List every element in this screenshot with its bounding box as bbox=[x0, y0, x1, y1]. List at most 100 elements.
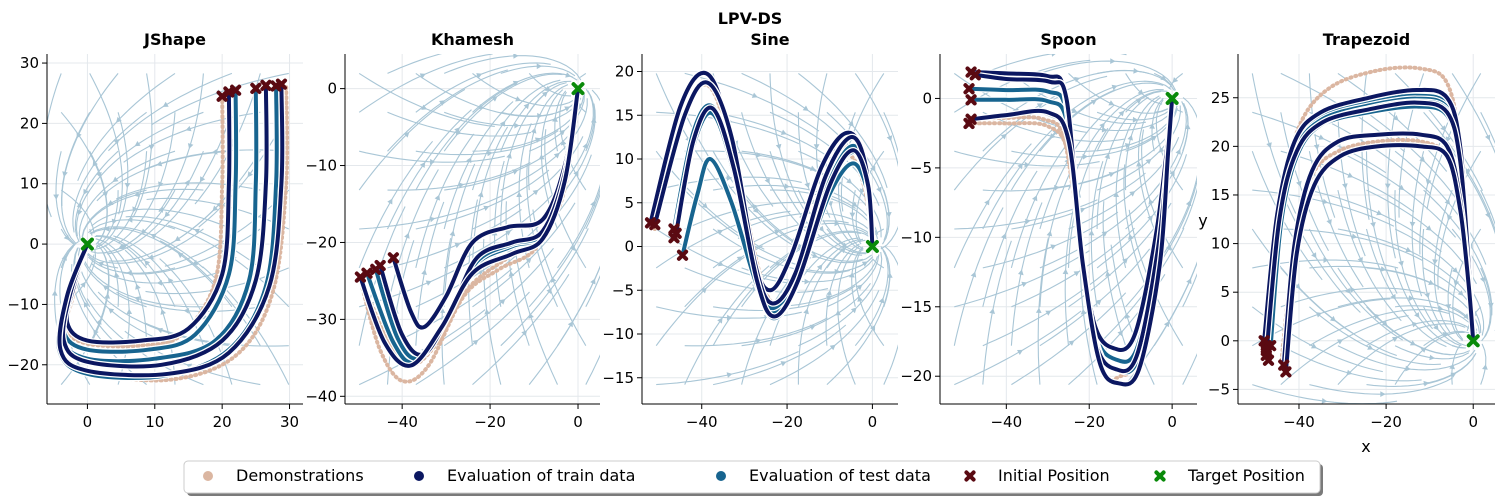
initial-position-marker bbox=[230, 84, 242, 96]
y-tick-label: 15 bbox=[615, 106, 634, 124]
y-tick-label: −10 bbox=[900, 228, 932, 246]
initial-position-marker bbox=[1262, 354, 1275, 366]
y-tick-label: 15 bbox=[1211, 186, 1230, 204]
y-tick-label: 10 bbox=[20, 175, 39, 193]
legend-label: Initial Position bbox=[998, 466, 1110, 485]
test-trajectory bbox=[680, 157, 875, 311]
x-tick-label: −20 bbox=[1073, 413, 1105, 431]
x-tick-label: 0 bbox=[1468, 413, 1478, 431]
trajectories bbox=[647, 69, 876, 322]
target-position-marker bbox=[80, 237, 94, 251]
y-tick-label: −5 bbox=[910, 159, 932, 177]
panel-title: Khamesh bbox=[431, 30, 514, 49]
legend-label: Evaluation of test data bbox=[749, 466, 931, 485]
y-tick-label: −10 bbox=[305, 157, 337, 175]
figure-suptitle: LPV-DS bbox=[718, 9, 783, 28]
panel-title: JShape bbox=[143, 30, 206, 49]
train-trajectory bbox=[652, 80, 875, 306]
initial-position-marker bbox=[361, 267, 373, 279]
y-tick-label: −5 bbox=[612, 281, 634, 299]
y-tick-label: −10 bbox=[7, 295, 39, 313]
y-tick-label: 0 bbox=[327, 80, 337, 98]
legend-entry: Target Position bbox=[1154, 466, 1305, 485]
x-tick-label: 0 bbox=[1167, 413, 1177, 431]
x-tick-label: −20 bbox=[474, 413, 506, 431]
trajectories bbox=[965, 68, 1176, 388]
x-axis-label: x bbox=[1361, 437, 1370, 456]
y-tick-label: 0 bbox=[624, 238, 634, 256]
y-tick-label: 20 bbox=[20, 114, 39, 132]
panel-title: Sine bbox=[750, 30, 789, 49]
legend-marker bbox=[716, 471, 726, 481]
initial-position-marker bbox=[387, 252, 399, 264]
legend-entry: Demonstrations bbox=[203, 466, 364, 485]
train-trajectory bbox=[1283, 143, 1476, 374]
y-tick-label: 10 bbox=[1211, 235, 1230, 253]
initial-position-marker bbox=[250, 82, 262, 94]
initial-position-marker bbox=[969, 69, 981, 81]
y-tick-label: −5 bbox=[1208, 380, 1230, 398]
initial-position-marker bbox=[963, 117, 975, 130]
x-tick-label: −40 bbox=[686, 413, 718, 431]
trajectories bbox=[55, 80, 290, 383]
y-tick-label: −20 bbox=[305, 233, 337, 251]
panel-title: Trapezoid bbox=[1323, 30, 1410, 49]
target-position-marker bbox=[1466, 334, 1480, 348]
y-tick-label: −30 bbox=[305, 310, 337, 328]
target-position-marker bbox=[1165, 91, 1179, 105]
x-tick-label: −40 bbox=[1283, 413, 1315, 431]
initial-position-marker bbox=[1265, 340, 1277, 352]
y-tick-label: 10 bbox=[615, 150, 634, 168]
train-trajectory bbox=[969, 96, 1175, 387]
legend-entry: Evaluation of test data bbox=[716, 466, 931, 485]
initial-position-marker bbox=[676, 249, 689, 261]
y-tick-label: 0 bbox=[29, 235, 39, 253]
y-tick-label: −15 bbox=[602, 369, 634, 387]
x-tick-label: 0 bbox=[868, 413, 878, 431]
panel-title: Spoon bbox=[1040, 30, 1096, 49]
x-tick-label: −40 bbox=[386, 413, 418, 431]
panel-trapezoid: −40 −20 0 −5 0 5 10 15 20 25 Trapezoid bbox=[1208, 30, 1495, 431]
legend: Demonstrations Evaluation of train data Ev… bbox=[183, 460, 1323, 496]
initial-position-marker bbox=[374, 259, 386, 272]
legend-marker bbox=[414, 471, 424, 481]
x-tick-label: −40 bbox=[990, 413, 1022, 431]
panel-jshape: 0 10 20 30 −20 −10 0 10 20 30 JShape bbox=[7, 30, 303, 431]
x-tick-label: 10 bbox=[145, 413, 164, 431]
target-position-marker bbox=[571, 82, 585, 96]
initial-position-marker bbox=[1280, 366, 1292, 378]
legend-box bbox=[183, 460, 1321, 494]
initial-position-marker bbox=[963, 83, 975, 95]
legend-label: Evaluation of train data bbox=[447, 466, 635, 485]
legend-label: Demonstrations bbox=[236, 466, 364, 485]
y-tick-label: 20 bbox=[1211, 137, 1230, 155]
train-trajectory bbox=[57, 82, 285, 378]
x-tick-label: −20 bbox=[771, 413, 803, 431]
train-trajectory bbox=[674, 105, 875, 319]
x-tick-label: 30 bbox=[280, 413, 299, 431]
trajectories bbox=[357, 85, 582, 384]
x-tick-label: 20 bbox=[213, 413, 232, 431]
x-tick-label: −20 bbox=[1370, 413, 1402, 431]
streamlines bbox=[358, 54, 600, 386]
y-tick-label: −20 bbox=[7, 356, 39, 374]
y-tick-label: −40 bbox=[305, 387, 337, 405]
initial-position-marker bbox=[965, 94, 977, 106]
y-tick-label: −20 bbox=[900, 367, 932, 385]
initial-position-marker bbox=[260, 79, 272, 91]
panel-khamesh: −40 −20 0 −40 −30 −20 −10 0 Khamesh bbox=[305, 30, 600, 431]
legend-entry: Evaluation of train data bbox=[414, 466, 635, 485]
initial-position-marker bbox=[275, 78, 288, 90]
y-tick-label: −10 bbox=[602, 325, 634, 343]
y-tick-label: 25 bbox=[1211, 89, 1230, 107]
y-tick-label: −15 bbox=[900, 298, 932, 316]
streamlines bbox=[1251, 72, 1495, 404]
initial-position-marker bbox=[649, 219, 661, 231]
target-position-marker bbox=[865, 240, 879, 253]
legend-marker bbox=[964, 470, 976, 482]
initial-position-marker bbox=[670, 227, 682, 239]
panel-spoon: −40 −20 0 −20 −15 −10 −5 0 Spoon bbox=[900, 30, 1197, 431]
panel-sine: −40 −20 0 −15 −10 −5 0 5 10 15 20 Sine bbox=[602, 30, 898, 431]
legend-label: Target Position bbox=[1187, 466, 1305, 485]
